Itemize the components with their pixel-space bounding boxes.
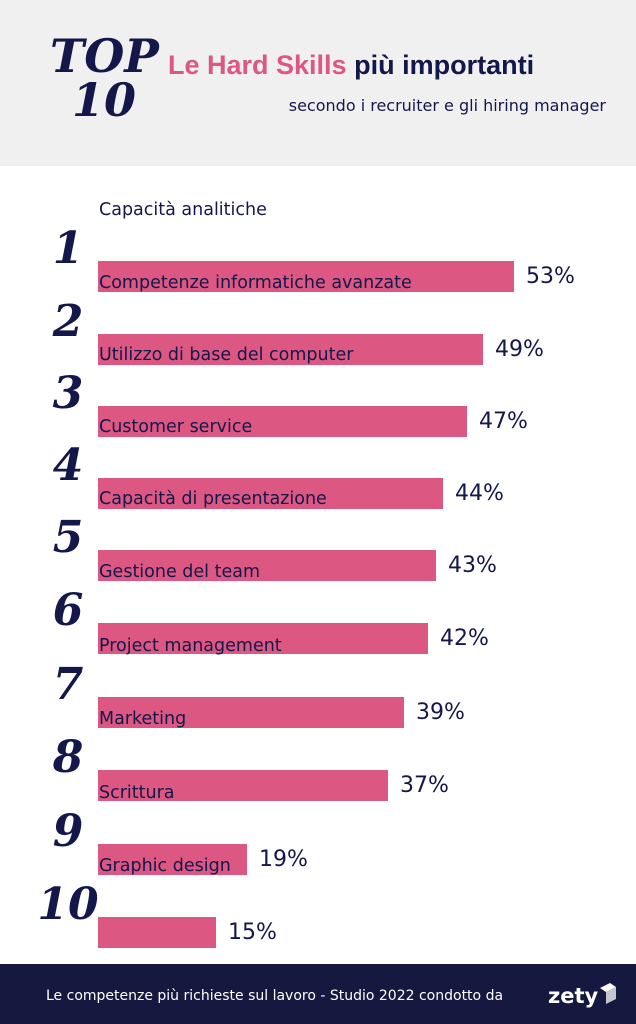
top10-badge: TOP 10: [50, 29, 159, 127]
footer-source-text: Le competenze più richieste sul lavoro -…: [46, 988, 504, 1004]
top10-line2: 10: [71, 73, 136, 127]
chart-row: 8 Marketing 37%: [0, 709, 636, 801]
skill-label: Graphic design: [99, 856, 231, 876]
value-label: 19%: [259, 847, 308, 872]
title-rest: più importanti: [354, 50, 535, 80]
bar: [98, 334, 483, 365]
bar: [98, 697, 404, 728]
rank-number: 1: [52, 223, 84, 274]
value-label: 39%: [416, 700, 465, 725]
title-highlight: Le Hard Skills: [168, 50, 347, 80]
value-label: 44%: [455, 481, 504, 506]
rank-number: 7: [52, 659, 84, 710]
zety-logo: zety: [548, 981, 618, 1011]
rank-number: 8: [52, 732, 84, 783]
value-label: 37%: [400, 773, 449, 798]
footer-bar: Le competenze più richieste sul lavoro -…: [0, 964, 636, 1024]
chart-row: 1 Capacità analitiche 53%: [0, 200, 636, 292]
skill-label: Project management: [99, 636, 282, 656]
bar: [98, 917, 216, 948]
value-label: 53%: [526, 264, 575, 289]
rank-number: 5: [52, 512, 84, 563]
value-label: 43%: [448, 553, 497, 578]
skill-label: Competenze informatiche avanzate: [99, 273, 412, 293]
bar: [98, 406, 467, 437]
skill-label: Utilizzo di base del computer: [99, 345, 354, 365]
value-label: 49%: [495, 337, 544, 362]
bar: [98, 478, 443, 509]
logo-text: zety: [548, 984, 599, 1008]
chart-row: 4 Customer service 44%: [0, 417, 636, 509]
rank-number: 3: [52, 368, 84, 419]
value-label: 15%: [228, 920, 277, 945]
value-label: 42%: [440, 626, 489, 651]
chart-row: 10 Graphic design 15%: [0, 856, 636, 948]
skill-label: Customer service: [99, 417, 253, 437]
rank-number: 2: [52, 296, 84, 347]
bar: [98, 623, 428, 654]
rank-number: 4: [52, 440, 84, 491]
bar: [98, 844, 247, 875]
rank-number: 9: [52, 806, 84, 857]
bar-chart: 1 Capacità analitiche 53% 2 Competenze infor…: [0, 166, 636, 964]
rank-number: 10: [37, 879, 99, 930]
rank-number: 6: [52, 585, 84, 636]
skill-label: Capacità analitiche: [99, 200, 267, 220]
chart-row: 6 Gestione del team 42%: [0, 562, 636, 654]
page-subtitle: secondo i recruiter e gli hiring manager: [288, 96, 606, 115]
value-label: 47%: [479, 409, 528, 434]
bar: [98, 550, 436, 581]
chart-row: 3 Utilizzo di base del computer 47%: [0, 345, 636, 437]
header-banner: TOP 10 Le Hard Skills più importanti sec…: [0, 0, 636, 166]
skill-label: Capacità di presentazione: [99, 489, 327, 509]
skill-label: Marketing: [99, 709, 187, 729]
chart-row: 5 Capacità di presentazione 43%: [0, 489, 636, 581]
skill-label: Scrittura: [99, 783, 175, 803]
chart-row: 9 Scrittura 19%: [0, 783, 636, 875]
chart-row: 2 Competenze informatiche avanzate 49%: [0, 273, 636, 365]
bar: [98, 770, 388, 801]
zety-cube-icon: [600, 983, 616, 1004]
chart-row: 7 Project management 39%: [0, 636, 636, 728]
top10-line1: TOP: [50, 29, 159, 83]
skill-label: Gestione del team: [99, 562, 260, 582]
bar: [98, 261, 514, 292]
page-title: Le Hard Skills più importanti: [168, 50, 534, 81]
